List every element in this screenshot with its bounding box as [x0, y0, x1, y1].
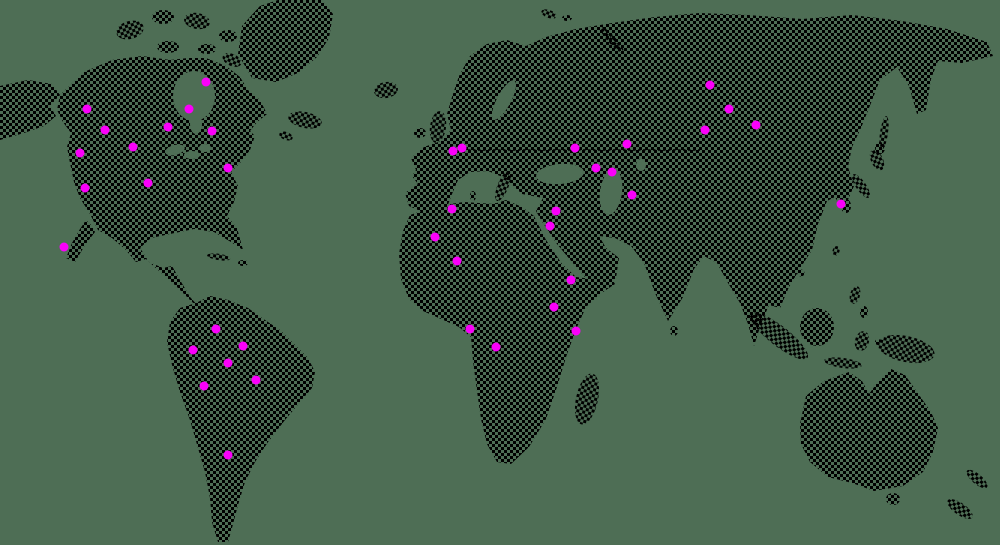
location-marker-siberia[interactable]: [705, 80, 715, 90]
location-marker-africa[interactable]: [571, 326, 581, 336]
island-cuba: [207, 253, 231, 261]
landmass-eurasia: [405, 13, 993, 346]
location-marker-middle-east[interactable]: [551, 206, 561, 216]
island-sakhalin: [879, 116, 889, 150]
location-marker-middle-east[interactable]: [545, 221, 555, 231]
location-marker-north-america[interactable]: [80, 183, 90, 193]
location-marker-north-america[interactable]: [207, 126, 217, 136]
landmass-baja-california: [66, 220, 95, 262]
location-marker-south-america[interactable]: [199, 381, 209, 391]
location-marker-north-america[interactable]: [82, 104, 92, 114]
location-marker-south-america[interactable]: [238, 341, 248, 351]
location-marker-south-america[interactable]: [251, 375, 261, 385]
location-marker-south-america[interactable]: [223, 358, 233, 368]
location-marker-central-asia[interactable]: [591, 163, 601, 173]
location-marker-north-america[interactable]: [163, 122, 173, 132]
location-marker-central-asia[interactable]: [607, 167, 617, 177]
location-marker-siberia[interactable]: [724, 104, 734, 114]
island-hainan: [797, 269, 805, 277]
great-lake-east: [199, 144, 211, 152]
peninsula-italy: [495, 171, 511, 201]
location-marker-africa[interactable]: [430, 232, 440, 242]
island-honshu-south: [851, 174, 871, 198]
baltic-sea: [491, 80, 517, 120]
location-marker-south-america[interactable]: [223, 450, 233, 460]
location-marker-africa[interactable]: [447, 204, 457, 214]
islands-new-zealand: [947, 469, 988, 519]
peninsula-greece: [521, 177, 535, 195]
island-iceland: [374, 81, 398, 99]
landmass-alaska: [0, 80, 60, 140]
location-marker-east-asia[interactable]: [836, 199, 846, 209]
island-sardinia: [470, 191, 476, 201]
location-marker-africa[interactable]: [566, 275, 576, 285]
location-marker-south-america[interactable]: [188, 345, 198, 355]
landmass-nova-scotia: [279, 131, 293, 141]
island-madagascar: [574, 373, 600, 425]
islands-southeast-asia: [749, 286, 881, 369]
james-bay: [190, 114, 202, 134]
arctic-islands: [116, 10, 242, 69]
great-lake-mid: [184, 151, 200, 159]
location-marker-north-america[interactable]: [128, 142, 138, 152]
location-marker-central-asia[interactable]: [627, 190, 637, 200]
island-new-guinea: [877, 334, 935, 364]
location-marker-central-asia[interactable]: [622, 139, 632, 149]
island-honshu: [869, 149, 885, 171]
island-hokkaido: [875, 142, 885, 154]
island-ireland: [414, 128, 426, 138]
location-marker-africa[interactable]: [491, 342, 501, 352]
location-marker-north-america[interactable]: [59, 242, 69, 252]
location-marker-siberia[interactable]: [700, 125, 710, 135]
island-tasmania: [886, 493, 900, 505]
location-marker-siberia[interactable]: [751, 120, 761, 130]
landmass-greenland: [238, 0, 333, 82]
location-markers: [59, 77, 846, 460]
landmass-north-america: [57, 56, 267, 307]
aral-sea: [636, 159, 646, 171]
location-marker-europe[interactable]: [448, 146, 458, 156]
location-marker-europe[interactable]: [457, 143, 467, 153]
landmass-south-america: [167, 296, 315, 542]
location-marker-africa[interactable]: [452, 256, 462, 266]
island-taiwan: [832, 246, 840, 256]
location-marker-north-america[interactable]: [100, 125, 110, 135]
location-marker-north-america[interactable]: [201, 77, 211, 87]
island-hispaniola: [238, 260, 248, 266]
location-marker-central-asia[interactable]: [570, 143, 580, 153]
black-sea: [536, 163, 584, 185]
landmass-newfoundland: [288, 111, 322, 129]
location-marker-north-america[interactable]: [75, 148, 85, 158]
location-marker-north-america[interactable]: [184, 104, 194, 114]
location-marker-north-america[interactable]: [223, 163, 233, 173]
location-marker-africa[interactable]: [549, 302, 559, 312]
location-marker-africa[interactable]: [465, 324, 475, 334]
islands-svalbard-2: [562, 15, 572, 21]
landmass-australia: [800, 369, 938, 491]
island-sri-lanka: [670, 326, 678, 336]
islands-svalbard: [541, 9, 557, 19]
great-lake-west: [165, 144, 185, 156]
landmass-africa: [399, 200, 615, 464]
island-great-britain: [429, 111, 447, 143]
location-marker-south-america[interactable]: [211, 324, 221, 334]
location-marker-north-america[interactable]: [143, 178, 153, 188]
caspian-sea: [599, 169, 623, 215]
